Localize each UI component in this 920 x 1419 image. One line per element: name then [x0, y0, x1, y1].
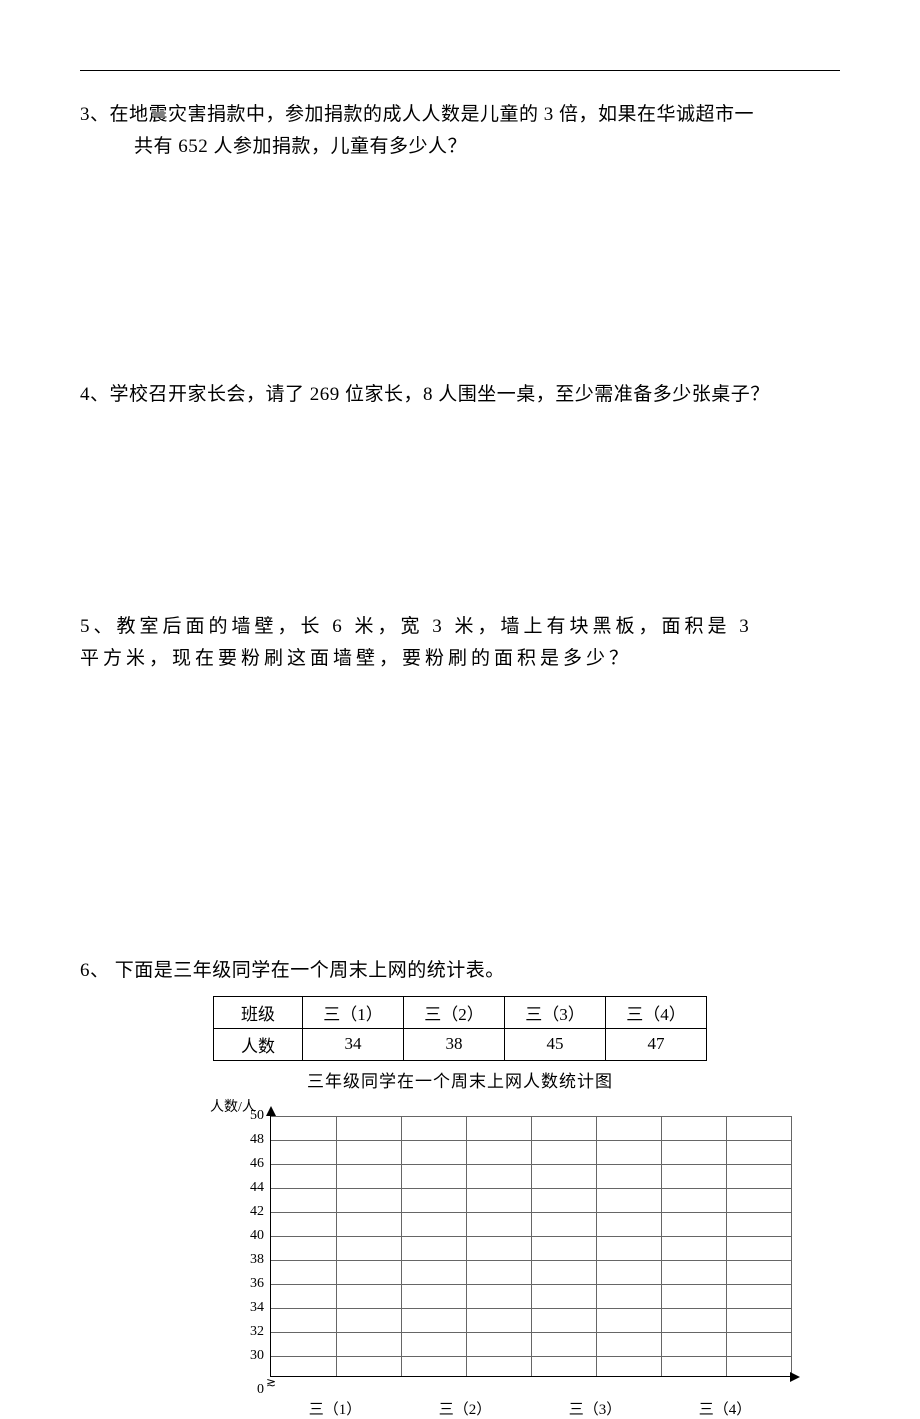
grid-vline [401, 1116, 402, 1376]
question-5: 5、教室后面的墙壁，长 6 米，宽 3 米，墙上有块黑板，面积是 3 平方米，现… [80, 611, 840, 676]
q5-line2: 平方米，现在要粉刷这面墙壁，要粉刷的面积是多少？ [80, 643, 840, 675]
axis-break-icon: ≳ [266, 1378, 276, 1386]
grid-vline [466, 1116, 467, 1376]
y-tick-label: 30 [236, 1348, 264, 1364]
grid-vline [336, 1116, 337, 1376]
y-tick-label: 34 [236, 1300, 264, 1316]
x-tick-label: 三（4） [685, 1398, 765, 1419]
y-tick-label: 0 [236, 1382, 264, 1398]
y-tick-label: 38 [236, 1252, 264, 1268]
y-tick-label: 44 [236, 1180, 264, 1196]
table-col: 三（2） [404, 996, 505, 1028]
grid-vline [791, 1116, 792, 1376]
chart-grid [270, 1116, 791, 1377]
data-table-wrap: 班级 三（1） 三（2） 三（3） 三（4） 人数 34 38 45 47 [80, 996, 840, 1061]
q3-line1: 3、在地震灾害捐款中，参加捐款的成人人数是儿童的 3 倍，如果在华诚超市一 [80, 99, 840, 131]
data-table: 班级 三（1） 三（2） 三（3） 三（4） 人数 34 38 45 47 [213, 996, 707, 1061]
y-tick-label: 48 [236, 1132, 264, 1148]
table-row: 班级 三（1） 三（2） 三（3） 三（4） [214, 996, 707, 1028]
grid-vline [726, 1116, 727, 1376]
table-val: 38 [404, 1028, 505, 1060]
y-axis-arrow-icon [266, 1106, 276, 1116]
table-val: 45 [505, 1028, 606, 1060]
y-tick-label: 32 [236, 1324, 264, 1340]
q3-line2: 共有 652 人参加捐款，儿童有多少人？ [80, 131, 840, 163]
table-val: 34 [303, 1028, 404, 1060]
x-axis-arrow-icon [790, 1372, 800, 1382]
grid-vline [596, 1116, 597, 1376]
x-tick-label: 三（1） [295, 1398, 375, 1419]
q4-text: 4、学校召开家长会，请了 269 位家长，8 人围坐一桌，至少需准备多少张桌子？ [80, 379, 840, 411]
table-row-label: 人数 [214, 1028, 303, 1060]
table-col: 三（3） [505, 996, 606, 1028]
table-row: 人数 34 38 45 47 [214, 1028, 707, 1060]
table-header-label: 班级 [214, 996, 303, 1028]
x-tick-label: 三（3） [555, 1398, 635, 1419]
question-6-intro: 6、 下面是三年级同学在一个周末上网的统计表。 [80, 955, 840, 987]
y-tick-label: 50 [236, 1108, 264, 1124]
table-col: 三（1） [303, 996, 404, 1028]
question-4: 4、学校召开家长会，请了 269 位家长，8 人围坐一桌，至少需准备多少张桌子？ [80, 379, 840, 411]
chart-title: 三年级同学在一个周末上网人数统计图 [80, 1067, 840, 1092]
table-val: 47 [606, 1028, 707, 1060]
top-rule [80, 70, 840, 71]
y-tick-label: 46 [236, 1156, 264, 1172]
grid-vline [531, 1116, 532, 1376]
chart-area: 人数/人 50484644424038363432300≳三（1）三（2）三（3… [210, 1096, 830, 1416]
x-tick-label: 三（2） [425, 1398, 505, 1419]
y-tick-label: 40 [236, 1228, 264, 1244]
question-3: 3、在地震灾害捐款中，参加捐款的成人人数是儿童的 3 倍，如果在华诚超市一 共有… [80, 99, 840, 164]
q5-line1: 5、教室后面的墙壁，长 6 米，宽 3 米，墙上有块黑板，面积是 3 [80, 611, 840, 643]
y-tick-label: 36 [236, 1276, 264, 1292]
y-tick-label: 42 [236, 1204, 264, 1220]
table-col: 三（4） [606, 996, 707, 1028]
grid-vline [661, 1116, 662, 1376]
